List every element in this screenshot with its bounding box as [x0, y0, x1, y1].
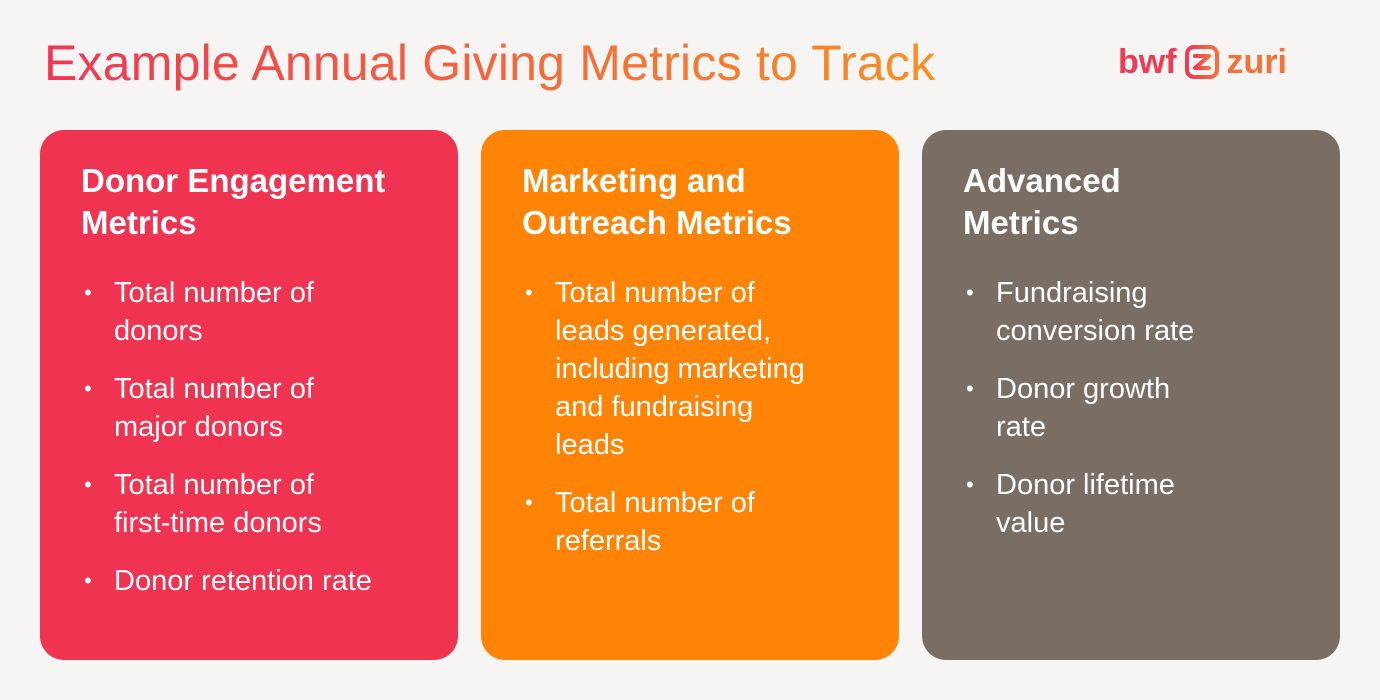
bullet-icon: •: [966, 376, 974, 401]
advanced-metrics-card: Advanced Metrics • Fundraising conversion…: [922, 130, 1340, 660]
card-heading: Marketing and Outreach Metrics: [522, 162, 792, 241]
metric-list: • Total number of donors • Total number of…: [81, 274, 438, 600]
list-item-text: Total number of leads generated, includi…: [555, 277, 805, 461]
bullet-icon: •: [84, 376, 92, 401]
card-heading: Donor Engagement Metrics: [81, 162, 386, 241]
list-item-text: Total number of first-time donors: [114, 469, 322, 539]
bullet-icon: •: [525, 280, 533, 305]
bullet-icon: •: [84, 472, 92, 497]
metric-list: • Total number of leads generated, includ…: [522, 274, 879, 560]
bullet-icon: •: [84, 568, 92, 593]
list-item-text: Total number of referrals: [555, 487, 755, 557]
logo-bwf-text: bwf: [1118, 43, 1177, 81]
zuri-logo-icon: [1184, 45, 1219, 79]
list-item-text: Donor lifetime value: [996, 469, 1175, 539]
marketing-outreach-card: Marketing and Outreach Metrics • Total nu…: [481, 130, 899, 660]
list-item: • Total number of leads generated, includ…: [522, 274, 879, 464]
bullet-icon: •: [966, 280, 974, 305]
list-item: • Total number of referrals: [522, 484, 879, 560]
list-item: • Donor lifetime value: [963, 466, 1320, 542]
page-title: Example Annual Giving Metrics to Track: [44, 30, 935, 96]
list-item: • Total number of major donors: [81, 370, 438, 446]
list-item: • Total number of first-time donors: [81, 466, 438, 542]
card-heading: Advanced Metrics: [963, 162, 1121, 241]
logo-zuri-text: zuri: [1226, 43, 1287, 81]
brand-logo: bwf zuri: [1118, 40, 1287, 84]
list-item-text: Total number of major donors: [114, 373, 314, 443]
list-item: • Donor retention rate: [81, 562, 438, 600]
list-item-text: Donor growth rate: [996, 373, 1171, 443]
list-item: • Total number of donors: [81, 274, 438, 350]
list-item: • Donor growth rate: [963, 370, 1320, 446]
bullet-icon: •: [966, 472, 974, 497]
list-item-text: Donor retention rate: [114, 565, 372, 597]
donor-engagement-card: Donor Engagement Metrics • Total number o…: [40, 130, 458, 660]
bullet-icon: •: [525, 490, 533, 515]
list-item-text: Total number of donors: [114, 277, 314, 347]
list-item: • Fundraising conversion rate: [963, 274, 1320, 350]
list-item-text: Fundraising conversion rate: [996, 277, 1195, 347]
metric-list: • Fundraising conversion rate • Donor grow…: [963, 274, 1320, 542]
bullet-icon: •: [84, 280, 92, 305]
